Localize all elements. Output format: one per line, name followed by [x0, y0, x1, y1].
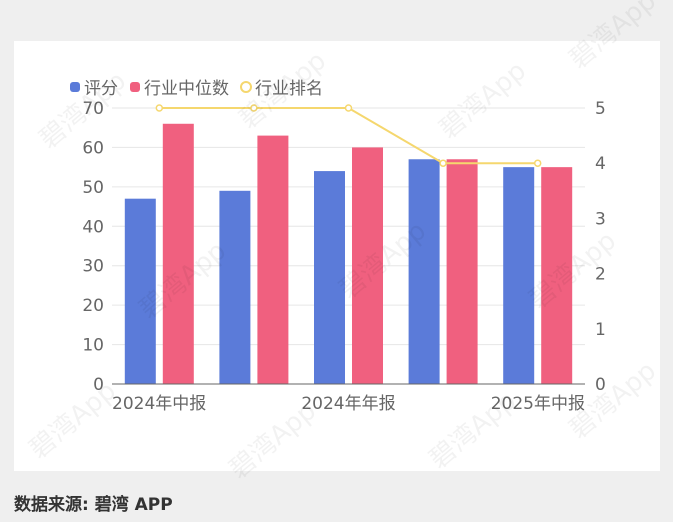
bar-score: [408, 159, 440, 384]
chart-card: 0 10 20 30 40 50 60 70 0 1 2 3 4 5 2024年中报 2024年年报 2025年…: [14, 41, 660, 471]
bar-industry-median: [352, 147, 383, 384]
combo-chart: 0 10 20 30 40 50 60 70 0 1 2 3 4 5 2024年中报 2024年年报 2025年…: [70, 79, 606, 414]
industry-rank-point: [344, 104, 353, 112]
y-left-tick-label: 70: [82, 99, 104, 119]
industry-rank-point: [155, 104, 164, 112]
bar-score: [124, 198, 156, 384]
y-right-tick-label: 4: [595, 154, 606, 174]
y-left-tick-label: 0: [93, 375, 104, 395]
industry-rank-point: [439, 159, 447, 167]
legend-label: 评分: [84, 79, 118, 99]
industry-rank-line: [159, 107, 538, 165]
bar-score: [503, 167, 535, 384]
bar-industry-median: [257, 135, 289, 384]
legend-swatch: [240, 81, 252, 93]
bar-score: [314, 171, 345, 384]
legend-label: 行业中位数: [144, 79, 229, 99]
legend-label: 行业排名: [255, 79, 323, 99]
y-right-tick-label: 3: [595, 209, 606, 229]
bar-industry-median: [162, 123, 194, 385]
y-right-tick-label: 1: [595, 320, 606, 340]
bar-industry-median: [541, 167, 573, 384]
y-left-tick-label: 50: [82, 178, 104, 198]
y-right-tick-label: 0: [595, 375, 606, 395]
x-tick-label: 2024年中报: [112, 394, 206, 414]
y-left-tick-label: 30: [82, 257, 104, 277]
x-tick-label: 2024年年报: [301, 394, 395, 414]
y-left-tick-label: 60: [82, 138, 104, 158]
bar-industry-median: [446, 159, 478, 384]
y-left-tick-label: 40: [82, 217, 104, 237]
x-tick-label: 2025年中报: [491, 394, 585, 414]
legend-swatch: [130, 82, 140, 92]
bar-score: [219, 190, 251, 384]
industry-rank-point: [533, 159, 542, 167]
legend-swatch: [70, 82, 80, 92]
y-right-tick-label: 2: [595, 265, 606, 285]
y-left-tick-label: 20: [82, 296, 104, 316]
y-left-tick-label: 10: [82, 336, 104, 356]
industry-rank-point: [250, 104, 258, 112]
data-source-text: 数据来源: 碧湾 APP: [14, 495, 173, 515]
y-right-tick-label: 5: [595, 99, 606, 119]
